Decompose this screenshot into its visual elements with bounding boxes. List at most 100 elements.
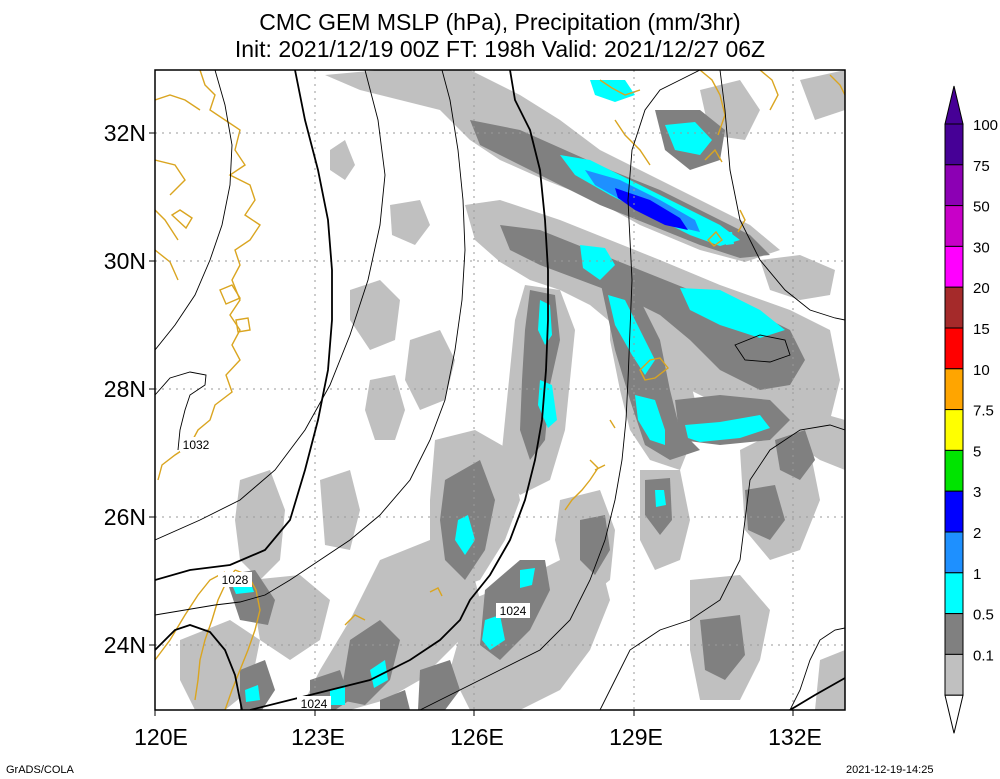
isobar-thin xyxy=(789,627,845,710)
colorbar-swatch xyxy=(944,245,964,288)
precip-band xyxy=(685,415,770,442)
axis-ticks xyxy=(149,132,794,716)
colorbar-label: 2 xyxy=(973,525,981,542)
precip-band xyxy=(760,255,835,300)
precip-band xyxy=(655,490,666,507)
colorbar-label: 30 xyxy=(973,239,990,256)
lon-label: 120E xyxy=(134,724,188,750)
colorbar-label: 0.5 xyxy=(973,607,994,624)
colorbar-label: 0.1 xyxy=(973,647,994,664)
isobars xyxy=(155,70,845,710)
isobar-label-group: 1032 1028 1024 1024 xyxy=(180,437,530,711)
isobar-thin xyxy=(155,371,207,451)
colorbar-swatch xyxy=(944,123,964,166)
precip-band xyxy=(482,615,505,650)
colorbar-swatch xyxy=(944,613,964,655)
coastline-island xyxy=(170,209,251,333)
isobar-label: 1024 xyxy=(500,604,527,618)
footer-timestamp: 2021-12-19-14:25 xyxy=(846,764,934,776)
lon-labels: 120E 123E 126E 129E 132E xyxy=(134,724,822,750)
precip-band xyxy=(390,200,430,245)
isobar-thin xyxy=(155,70,233,351)
precip-band xyxy=(405,330,455,410)
colorbar-swatch xyxy=(944,164,964,207)
colorbar-swatch xyxy=(944,327,964,370)
colorbar-label: 10 xyxy=(973,362,990,379)
colorbar-swatch xyxy=(944,653,964,696)
chart-title: CMC GEM MSLP (hPa), Precipitation (mm/3h… xyxy=(259,9,741,35)
colorbar-swatch xyxy=(944,531,964,574)
isobar-thin xyxy=(734,334,791,363)
precip-band xyxy=(418,660,460,710)
map-plot-area: 1032 1028 1024 1024 xyxy=(155,70,845,711)
coastlines xyxy=(155,70,845,710)
lon-label: 123E xyxy=(291,724,345,750)
lat-label: 28N xyxy=(104,376,146,402)
lon-label: 129E xyxy=(609,724,663,750)
colorbar-swatch xyxy=(944,490,964,533)
precip-band xyxy=(500,225,805,390)
precip-cell xyxy=(659,217,665,223)
isobar-thin xyxy=(599,424,845,710)
colorbar: 100 75 50 30 20 15 10 7.5 5 3 2 1 0.5 0.1 xyxy=(944,85,998,734)
lat-label: 24N xyxy=(104,632,146,658)
colorbar-swatch xyxy=(944,368,964,411)
colorbar-swatch xyxy=(944,286,964,329)
coastline-china-west xyxy=(155,94,201,281)
colorbar-label: 5 xyxy=(973,443,981,460)
colorbar-label: 15 xyxy=(973,321,990,338)
colorbar-label: 75 xyxy=(973,158,990,175)
precip-band xyxy=(680,288,785,338)
colorbar-label: 20 xyxy=(973,280,990,297)
isobar-bold xyxy=(789,677,845,710)
precip-band xyxy=(330,685,345,705)
map-frame xyxy=(154,69,846,711)
colorbar-label: 100 xyxy=(973,117,998,134)
isobar-thin xyxy=(719,70,845,321)
precip-band xyxy=(245,685,260,702)
lat-labels: 32N 30N 28N 26N 24N xyxy=(104,120,146,658)
colorbar-label: 3 xyxy=(973,484,981,501)
precip-band xyxy=(580,515,610,575)
colorbar-label: 50 xyxy=(973,199,990,216)
colorbar-label: 1 xyxy=(973,566,981,583)
precip-dark-layer xyxy=(615,188,688,230)
coastline-ryukyu xyxy=(344,357,669,626)
precip-band xyxy=(775,430,815,480)
isobar-label: 1024 xyxy=(301,697,328,711)
isobar-bold xyxy=(155,70,333,581)
colorbar-bottom-arrow xyxy=(944,694,964,734)
colorbar-swatch xyxy=(944,572,964,615)
coastline-china xyxy=(157,70,261,481)
precip-band xyxy=(800,70,845,120)
precip-band xyxy=(590,80,635,102)
precip-band xyxy=(380,690,410,710)
lon-label: 126E xyxy=(450,724,504,750)
colorbar-swatch xyxy=(944,409,964,451)
lat-label: 26N xyxy=(104,504,146,530)
gridlines xyxy=(155,70,845,710)
precip-band xyxy=(330,140,355,180)
precip-band xyxy=(365,375,405,440)
colorbar-label: 7.5 xyxy=(973,403,994,420)
precip-band xyxy=(538,380,557,428)
isobar-label: 1028 xyxy=(222,573,249,587)
colorbar-swatch xyxy=(944,205,964,247)
precip-band xyxy=(635,395,665,445)
lon-label: 132E xyxy=(768,724,822,750)
precip-band xyxy=(700,615,745,680)
precip-band xyxy=(455,515,475,555)
precip-band xyxy=(580,245,615,280)
precip-band xyxy=(300,540,480,710)
lat-label: 30N xyxy=(104,248,146,274)
colorbar-top-arrow xyxy=(944,85,964,125)
precip-band xyxy=(615,188,688,230)
precip-band xyxy=(235,470,285,580)
chart-subtitle: Init: 2021/12/19 00Z FT: 198h Valid: 202… xyxy=(234,36,766,62)
isobar-thin xyxy=(419,70,701,710)
precip-band xyxy=(815,650,845,710)
precip-band xyxy=(520,568,535,588)
coastline-china-south xyxy=(155,571,226,661)
precip-band xyxy=(725,232,734,245)
